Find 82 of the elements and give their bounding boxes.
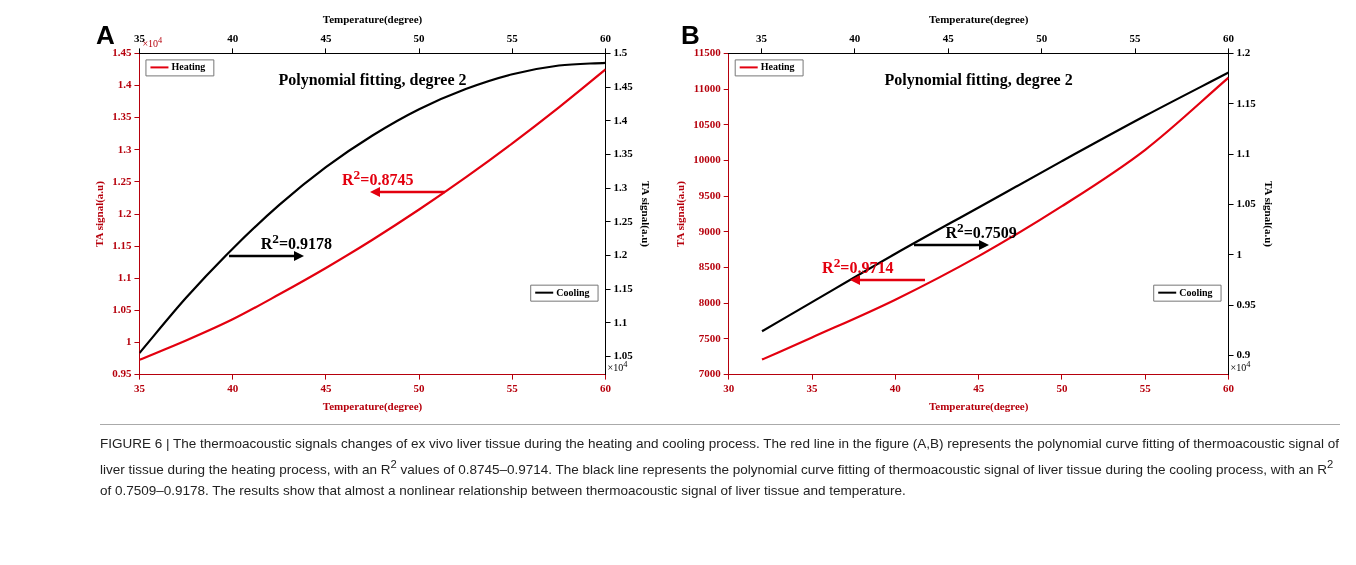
x2-tick-label: 45 [320, 31, 332, 44]
x-tick-label: 40 [889, 382, 902, 395]
y2-tick-label: 1.5 [613, 46, 628, 59]
y2-tick-label: 1.15 [613, 281, 634, 294]
x-axis-title: Temperature(degree) [928, 400, 1029, 414]
y2-tick-label: 1.05 [1236, 197, 1257, 210]
x2-tick-label: 40 [849, 31, 861, 44]
annotation: R$^{2}$=0.7509 [945, 220, 1017, 243]
y-tick-label: 1.05 [112, 303, 132, 316]
x-tick-label: 40 [227, 382, 239, 395]
x-tick-label: 50 [413, 382, 426, 395]
y2-tick-label: 1.2 [1236, 46, 1251, 59]
x-tick-label: 30 [723, 382, 735, 395]
y-tick-label: 9000 [698, 224, 722, 237]
x2-tick-label: 50 [1036, 31, 1048, 44]
y-tick-label: 1.45 [112, 46, 132, 59]
x2-tick-label: 55 [506, 31, 519, 44]
text: ×10$^{4}$ [1230, 359, 1251, 373]
y-tick-label: 1.4 [117, 78, 132, 91]
y2-tick-label: 1.45 [613, 79, 634, 92]
y-tick-label: 1 [125, 335, 132, 348]
y-axis-title: TA signal(a.u) [674, 180, 688, 247]
legend-label: Cooling [1179, 286, 1213, 298]
y2-tick-label: 1 [1236, 247, 1243, 260]
x-tick-label: 55 [1139, 382, 1152, 395]
text: ×10$^{4}$ [607, 359, 628, 373]
y2-tick-label: 1.35 [613, 147, 634, 160]
y2-axis-title: TA signal(a.u) [1261, 181, 1275, 248]
text: A [96, 20, 115, 50]
x2-tick-label: 60 [600, 31, 612, 44]
y-tick-label: 0.95 [112, 367, 132, 380]
legend-label: Heating [171, 61, 206, 73]
x2-tick-label: 55 [1129, 31, 1142, 44]
y2-tick-label: 1.15 [1236, 96, 1257, 109]
x2-tick-label: 35 [755, 31, 768, 44]
y2-tick-label: 1.2 [613, 248, 628, 261]
annotation: R$^{2}$=0.9178 [260, 230, 333, 254]
y-tick-label: 7500 [698, 331, 722, 344]
y-tick-label: 1.3 [117, 142, 132, 155]
y-tick-label: 11000 [693, 81, 722, 94]
y2-tick-label: 0.95 [1236, 297, 1257, 310]
y-tick-label: 8500 [698, 260, 722, 273]
y2-axis-title: TA signal(a.u) [638, 181, 652, 248]
x-tick-label: 35 [133, 382, 146, 395]
y2-tick-label: 0.9 [1236, 348, 1251, 361]
x-tick-label: 60 [1223, 382, 1235, 395]
y2-tick-label: 1.3 [613, 180, 628, 193]
y2-tick-label: 1.05 [613, 349, 634, 362]
y-tick-label: 1.2 [117, 206, 132, 219]
y-tick-label: 9500 [698, 189, 722, 201]
annotation: R$^{2}$=0.8745 [342, 167, 414, 190]
text: FIGURE 6 | The thermoacoustic signals changes of ex vivo liver tissue during the heating and cooling process. The red line in the figure (A,B) represents the polynomial curve fitting of thermoacoustic signal of liver tissue during the heating process, with an R$^{2}$ values of 0.8745–0.9714. The black line represents the polynomial curve fitting of thermoacoustic signal of liver tissue during the cooling process, with an R$^{2}$ of 0.7509–0.9178. The results show that almost a nonlinear relationship between thermoacoustic signal of liver tissue and temperature. [100, 436, 1339, 498]
x-tick-label: 35 [806, 382, 819, 395]
y2-tick-label: 1.25 [613, 214, 634, 227]
y2-tick-label: 1.1 [1236, 146, 1251, 159]
y-axis-title: TA signal(a.u) [93, 180, 107, 247]
y-tick-label: 10000 [693, 153, 722, 166]
x-tick-label: 50 [1056, 382, 1068, 395]
x2-tick-label: 50 [413, 31, 426, 44]
legend-label: Heating [760, 61, 795, 73]
x2-tick-label: 60 [1223, 31, 1235, 44]
x2-axis-title: Temperature(degree) [928, 13, 1029, 27]
y-tick-label: 8000 [698, 296, 722, 309]
legend-label: Cooling [556, 286, 590, 298]
y-tick-label: 7000 [698, 367, 722, 380]
y-tick-label: 1.15 [112, 238, 132, 251]
x-tick-label: 55 [506, 382, 519, 395]
x-tick-label: 45 [320, 382, 332, 395]
x2-tick-label: 40 [227, 31, 239, 44]
x2-tick-label: 45 [942, 31, 955, 44]
x-tick-label: 60 [600, 382, 612, 395]
y2-tick-label: 1.4 [613, 113, 628, 126]
y-tick-label: 1.1 [117, 271, 132, 284]
x-tick-label: 45 [973, 382, 985, 395]
text: Polynomial fitting, degree 2 [884, 71, 1073, 90]
y2-tick-label: 1.1 [613, 315, 628, 328]
x-axis-title: Temperature(degree) [322, 400, 423, 414]
y-tick-label: 1.35 [112, 110, 132, 123]
y-tick-label: 1.25 [112, 174, 132, 187]
x2-axis-title: Temperature(degree) [322, 13, 423, 27]
y-tick-label: 10500 [693, 117, 722, 130]
text: Polynomial fitting, degree 2 [278, 71, 467, 90]
